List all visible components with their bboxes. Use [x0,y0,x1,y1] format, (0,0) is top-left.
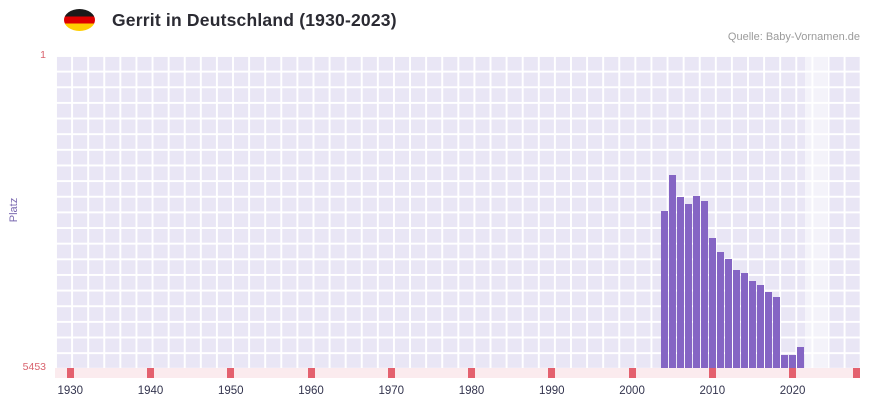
x-tick-1990 [548,368,556,378]
bar-2008[interactable] [692,196,700,368]
x-tick-2010 [708,368,716,378]
bar-2017[interactable] [765,292,772,368]
x-label-1930: 1930 [57,385,84,397]
source-label: Quelle: Baby-Vornamen.de [727,31,860,43]
x-tick-1960 [307,368,315,378]
bar-2005[interactable] [668,174,676,368]
bar-2004[interactable] [660,211,668,368]
x-tick-edge [853,368,860,378]
germany-flag-icon [64,9,95,31]
highlight-band [805,55,828,368]
bar-2020[interactable] [789,355,797,368]
bar-2016[interactable] [756,285,764,368]
x-tick-1980 [468,368,476,378]
bar-2014[interactable] [740,273,748,368]
bar-2009[interactable] [700,200,708,368]
x-label-2020: 2020 [779,385,806,397]
x-tick-1970 [387,368,395,378]
bar-2006[interactable] [676,197,684,368]
x-label-1950: 1950 [217,385,244,397]
bar-2019[interactable] [781,355,789,368]
x-tick-1930 [66,368,74,378]
bar-2007[interactable] [684,204,692,368]
x-label-2000: 2000 [619,385,645,397]
x-tick-1950 [227,368,235,378]
x-axis-strip [55,368,860,378]
x-tick-1940 [147,368,154,378]
x-label-1940: 1940 [137,385,164,397]
x-tick-2000 [628,368,636,378]
bar-2012[interactable] [724,259,732,368]
y-axis-min-label: 5453 [22,361,46,373]
bar-2011[interactable] [716,252,724,368]
x-label-1970: 1970 [378,385,405,397]
x-label-1960: 1960 [298,385,324,397]
x-label-1980: 1980 [458,385,485,397]
bar-2015[interactable] [748,281,756,368]
x-tick-2020 [789,368,797,378]
x-axis-labels: 1930 1940 1950 1960 1970 1980 1990 2000 2010 2020 [55,385,860,401]
bar-2018[interactable] [773,297,781,368]
y-axis-max-label: 1 [40,49,46,61]
y-axis-title: Platz [8,197,20,223]
plot-area [55,55,860,368]
chart-title: Gerrit in Deutschland (1930-2023) [112,10,397,30]
bar-2010[interactable] [708,238,716,368]
x-label-2010: 2010 [699,385,726,397]
bar-2021[interactable] [797,346,805,368]
x-label-1990: 1990 [539,385,565,397]
bar-2013[interactable] [732,269,740,368]
